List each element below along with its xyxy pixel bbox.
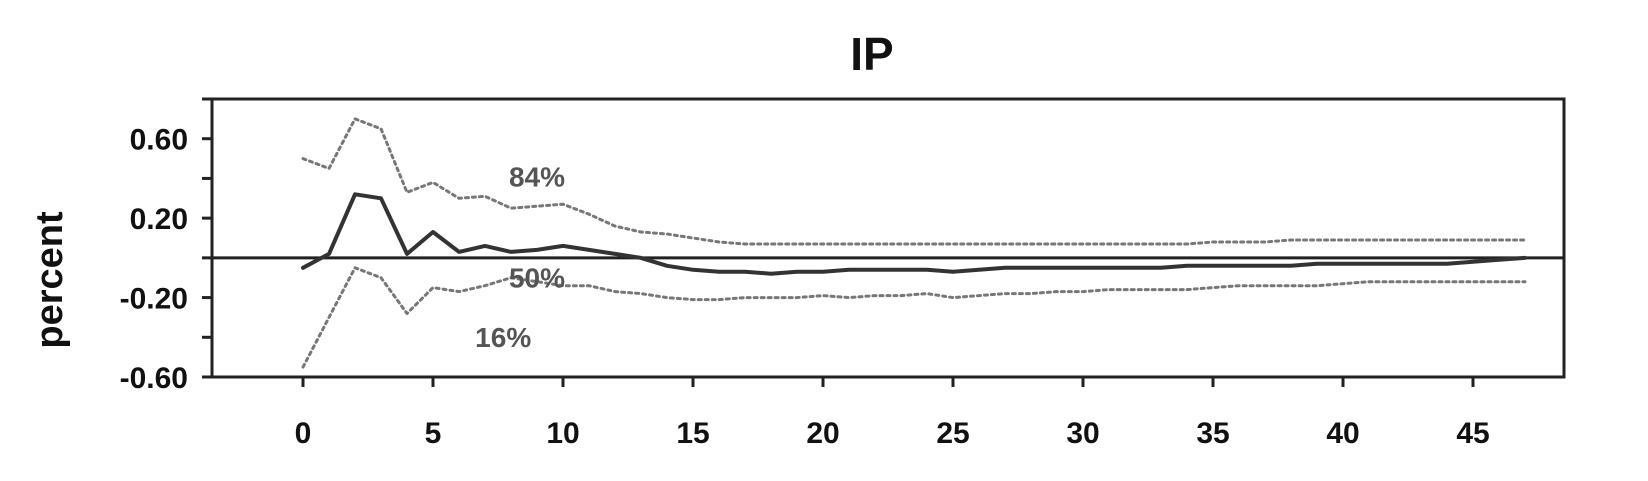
- x-tick-label: 15: [676, 417, 709, 450]
- x-tick-label: 30: [1066, 417, 1099, 450]
- series-line-lower: [301, 266, 1527, 369]
- annotation-label: 16%: [475, 322, 531, 353]
- x-tick-label: 25: [936, 417, 969, 450]
- chart-title: IP: [850, 28, 893, 80]
- annotation-label: 50%: [509, 263, 565, 294]
- y-tick-label: -0.20: [120, 283, 188, 316]
- x-tick-label: 40: [1326, 417, 1359, 450]
- x-tick-label: 35: [1196, 417, 1229, 450]
- x-tick-label: 5: [425, 417, 442, 450]
- plot-frame: [210, 97, 1566, 379]
- x-tick-label: 20: [806, 417, 839, 450]
- series-line-median: [301, 192, 1527, 276]
- plot-area: 0.60 0.20 -0.20 -0.60 0 5 10 15 20 25 30 35 40 45 84% 5…: [120, 97, 1566, 450]
- x-tick-label: 0: [295, 417, 312, 450]
- x-tick-label: 45: [1456, 417, 1489, 450]
- y-tick-label: 0.60: [130, 124, 188, 157]
- series-line-upper: [301, 117, 1527, 246]
- x-tick-label: 10: [546, 417, 579, 450]
- y-tick-label: 0.20: [130, 203, 188, 236]
- y-axis-label: percent: [29, 211, 71, 349]
- y-tick-label: -0.60: [120, 362, 188, 395]
- annotation-label: 84%: [509, 161, 565, 192]
